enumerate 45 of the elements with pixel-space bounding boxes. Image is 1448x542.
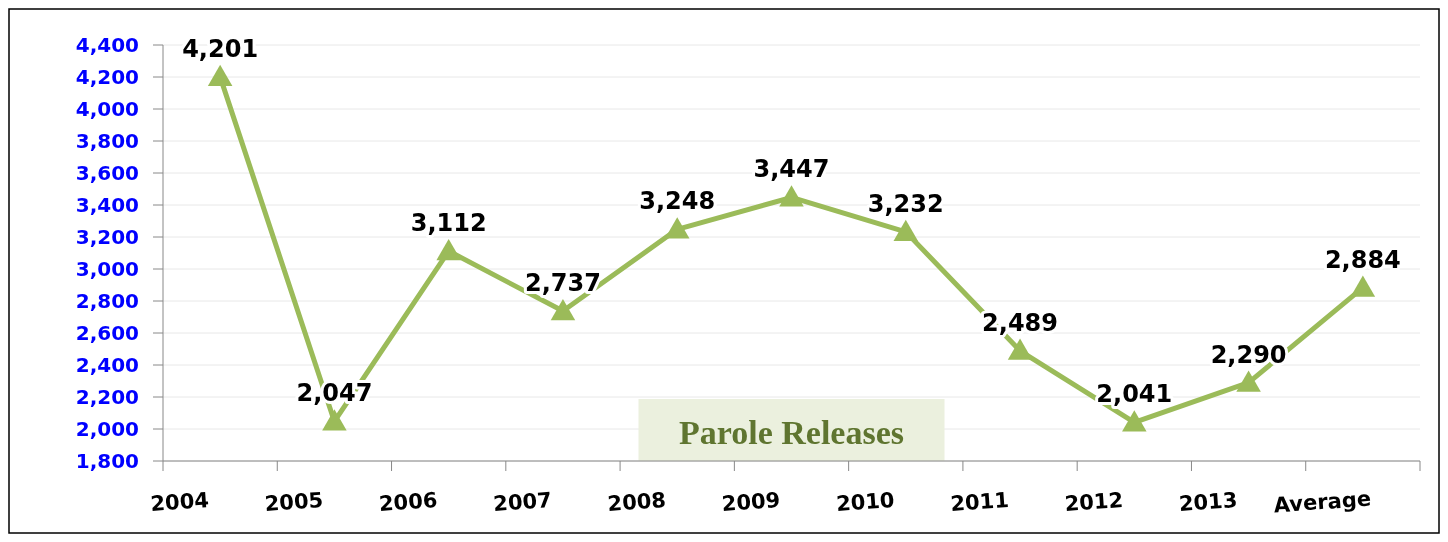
data-label: 3,447 (753, 155, 830, 184)
y-tick-label: 3,400 (75, 193, 139, 217)
x-tick-label: 2004 (149, 488, 210, 517)
point (207, 64, 233, 86)
x-tick-label: 2013 (1178, 488, 1239, 517)
x-tick-label: 2008 (606, 488, 667, 517)
x-tick-label: 2012 (1063, 488, 1124, 517)
point (893, 219, 919, 241)
x-tick-label: Average (1273, 486, 1372, 518)
data-label: 3,248 (639, 187, 716, 216)
y-tick-label: 2,200 (75, 385, 139, 409)
x-tick-label: 2007 (492, 488, 553, 517)
y-tick-label: 4,000 (75, 97, 139, 121)
data-label: 2,041 (1096, 380, 1173, 409)
y-tick-label: 3,800 (75, 129, 139, 153)
x-tick-label: 2011 (949, 488, 1010, 517)
data-label: 3,112 (410, 209, 487, 238)
point (1122, 410, 1147, 432)
point (664, 217, 690, 239)
data-label: 2,884 (1324, 245, 1401, 274)
point (550, 298, 576, 321)
y-tick-label: 3,600 (75, 161, 139, 185)
point (436, 238, 461, 261)
y-tick-label: 4,200 (75, 65, 139, 89)
y-tick-label: 3,000 (75, 257, 139, 281)
y-tick-label: 4,400 (75, 33, 139, 57)
point (1007, 338, 1033, 360)
data-label: 4,201 (182, 34, 259, 63)
y-tick-label: 2,600 (75, 321, 139, 345)
x-tick-label: 2009 (721, 488, 782, 517)
y-tick-label: 2,000 (75, 417, 139, 441)
data-label: 2,737 (524, 269, 601, 298)
point (779, 185, 804, 207)
y-tick-label: 2,800 (75, 289, 139, 313)
y-tick-label: 3,200 (75, 225, 139, 249)
point (1236, 370, 1261, 392)
x-tick-label: 2005 (263, 488, 324, 517)
data-label: 3,232 (867, 189, 944, 218)
x-tick-label: 2010 (835, 488, 896, 517)
x-tick-label: 2006 (378, 488, 439, 517)
text: Parole Releases (678, 414, 905, 451)
point (322, 409, 347, 431)
point (1350, 275, 1376, 297)
y-tick-label: 2,400 (75, 353, 139, 377)
y-tick-label: 1,800 (75, 449, 139, 473)
